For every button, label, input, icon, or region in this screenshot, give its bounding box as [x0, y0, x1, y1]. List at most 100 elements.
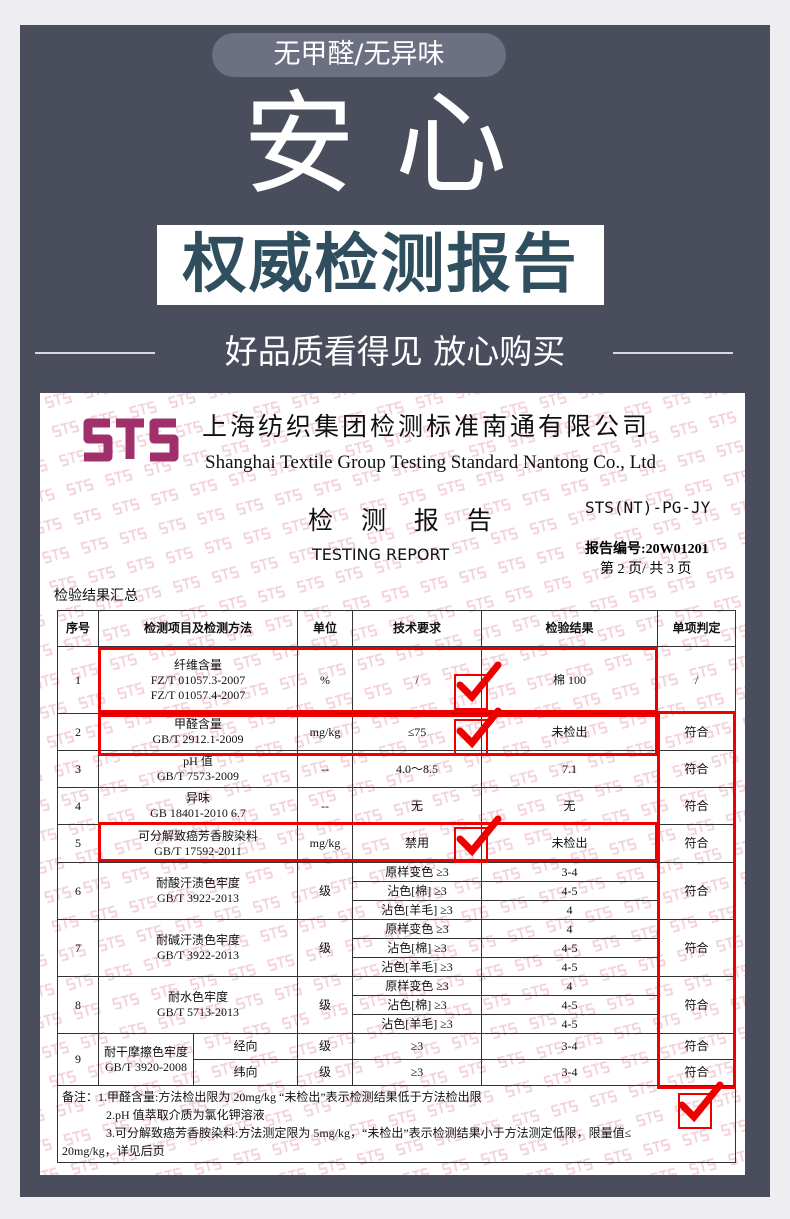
report-title-en: TESTING REPORT: [312, 545, 450, 564]
requirement-cell: 原样变色 ≥3: [352, 919, 483, 939]
notes-cell: 备注：1.甲醛含量:方法检出限为 20mg/kg “未检出”表示检测结果低于方法…: [56, 1085, 737, 1163]
item-cell: 耐干摩擦色牢度 GB/T 3920-2008: [98, 1033, 194, 1086]
table-row: 2 甲醛含量 GB/T 2912.1-2009 mg/kg ≤75 未检出 符合: [57, 713, 737, 751]
item-cell: 纤维含量 FZ/T 01057.3-2007 FZ/T 01057.4-2007: [97, 646, 299, 714]
item-line: GB/T 2912.1-2009: [152, 732, 244, 746]
note-line: 2.pH 值萃取介质为氯化钾溶液: [106, 1108, 265, 1122]
seq-cell: 8: [57, 976, 99, 1034]
item-line: 耐酸汗渍色牢度: [156, 876, 241, 890]
table-row: 沾色[羊毛] ≥3 4-5: [58, 957, 736, 977]
divider-right: [613, 352, 733, 354]
table-row: 纬向级 ≥3 3-4 符合: [58, 1059, 737, 1086]
requirement-cell: 沾色[棉] ≥3: [352, 881, 483, 901]
unit-cell: --: [297, 750, 354, 788]
seq-cell: 7: [57, 919, 99, 977]
check-box: [454, 827, 488, 863]
result-cell: 4: [481, 900, 659, 920]
result-cell: 4-5: [481, 995, 659, 1015]
req-cell: ≥3: [352, 1033, 483, 1060]
test-report-document: 上海纺织集团检测标准南通有限公司 Shanghai Textile Group …: [40, 393, 745, 1175]
table-row: 9 耐干摩擦色牢度 GB/T 3920-2008 经向级 ≥3 3-4 符合: [57, 1033, 737, 1086]
result-cell: 无: [481, 787, 659, 825]
requirement-cell: 4.0～8.5: [352, 750, 483, 788]
note-line: 备注：1.甲醛含量:方法检出限为 20mg/kg “未检出”表示检测结果低于方法…: [62, 1090, 482, 1104]
result-cell: 未检出: [481, 824, 659, 863]
requirement-cell: 沾色[羊毛] ≥3: [352, 900, 483, 920]
item-line: FZ/T 01057.3-2007: [150, 672, 246, 687]
unit-cell: mg/kg: [297, 824, 354, 863]
table-row: 备注：1.甲醛含量:方法检出限为 20mg/kg “未检出”表示检测结果低于方法…: [56, 1085, 737, 1163]
unit-cell: 级: [297, 919, 354, 977]
seq-cell: 1: [57, 646, 99, 714]
feature-pill: 无甲醛/无异味: [212, 33, 506, 77]
verdict-cell: 符合: [657, 919, 737, 977]
seq-cell: 4: [57, 787, 99, 825]
header-cell: 单项判定: [657, 610, 737, 647]
result-cell: 3-4: [481, 862, 659, 882]
result-cell: 4: [481, 919, 659, 939]
item-line: 异味: [186, 791, 211, 805]
check-icon: [456, 661, 502, 703]
requirement-cell: 沾色[羊毛] ≥3: [352, 957, 483, 977]
item-line: 纤维含量: [174, 657, 223, 672]
result-cell: 4-5: [481, 938, 659, 958]
dir-cell: 经向: [192, 1033, 299, 1060]
verdict-cell: 符合: [657, 824, 737, 863]
item-line: 甲醛含量: [174, 717, 223, 731]
requirement-cell: 沾色[羊毛] ≥3: [352, 1014, 483, 1034]
headline: 安心: [243, 80, 547, 210]
check-icon: [456, 707, 502, 749]
item-line: GB 18401-2010 6.7: [150, 806, 246, 820]
requirement-cell: 原样变色 ≥3: [352, 976, 483, 996]
result-cell: 3-4: [481, 1059, 659, 1086]
table-row: 沾色[羊毛] ≥3 4-5: [58, 1014, 736, 1034]
item-cell: 可分解致癌芳香胺染料 GB/T 17592-2011: [97, 824, 299, 863]
table-row: 5 可分解致癌芳香胺染料 GB/T 17592-2011 mg/kg 禁用 未检出 符合: [57, 824, 737, 863]
summary-label: 检验结果汇总: [54, 588, 138, 604]
seq-cell: 2: [57, 713, 99, 751]
item-line: 耐碱汗渍色牢度: [156, 933, 241, 947]
item-line: 耐水色牢度: [168, 990, 229, 1004]
item-line: 可分解致癌芳香胺染料: [138, 828, 259, 843]
result-cell: 未检出: [481, 713, 659, 751]
item-cell: 异味 GB 18401-2010 6.7: [97, 787, 299, 825]
item-cell: 耐酸汗渍色牢度 GB/T 3922-2013: [97, 862, 299, 920]
unit-cell: 级: [297, 1033, 354, 1060]
results-table: 序号 检测项目及检测方法 单位 技术要求 检验结果 单项判定 1 纤维含量 FZ/T 01057…: [56, 610, 737, 1163]
check-icon: [678, 1081, 724, 1123]
result-cell: 4-5: [481, 957, 659, 977]
dir-cell: 纬向: [192, 1059, 299, 1086]
header-cell: 技术要求: [352, 610, 483, 647]
seq-cell: 6: [57, 862, 99, 920]
unit-cell: --: [297, 787, 354, 825]
seq-cell: 3: [57, 750, 99, 788]
item-line: GB/T 7573-2009: [156, 769, 240, 783]
page-indicator: 第 2 页/ 共 3 页: [600, 562, 692, 577]
seq-cell: 5: [57, 824, 99, 863]
table-row: 沾色[棉] ≥3 4-5: [58, 995, 736, 1015]
unit-cell: mg/kg: [297, 713, 354, 751]
item-line: FZ/T 01057.4-2007: [150, 687, 246, 702]
header-cell: 检验结果: [481, 610, 659, 647]
header-cell: 单位: [297, 610, 354, 647]
unit-cell: 级: [297, 862, 354, 920]
unit-cell: 级: [297, 1059, 354, 1086]
report-title-cn: 检 测 报 告: [308, 506, 502, 535]
check-box: [454, 719, 488, 755]
result-cell: 4-5: [481, 1014, 659, 1034]
note-line: 3.可分解致癌芳香胺染料:方法测定限为 5mg/kg，“未检出”表示检测结果小于…: [106, 1126, 632, 1140]
verdict-cell: 符合: [657, 1033, 737, 1060]
item-cell: pH 值 GB/T 7573-2009: [97, 750, 299, 788]
table-row: 3 pH 值 GB/T 7573-2009 -- 4.0～8.5 7.1 符合: [57, 750, 737, 788]
title-box: 权威检测报告: [157, 225, 604, 305]
requirement-cell: /: [352, 646, 483, 714]
doc-code: STS(NT)-PG-JY: [585, 498, 711, 517]
requirement-cell: 沾色[棉] ≥3: [352, 938, 483, 958]
verdict-cell: 符合: [657, 862, 737, 920]
note-line: 20mg/kg，详见后页: [62, 1144, 165, 1158]
verdict-cell: 符合: [657, 713, 737, 751]
verdict-cell: 符合: [657, 750, 737, 788]
result-cell: 7.1: [481, 750, 659, 788]
table-row: 7 耐碱汗渍色牢度 GB/T 3922-2013 级原样变色 ≥3 4 符合: [57, 919, 737, 977]
item-line: GB/T 3922-2013: [156, 948, 240, 962]
